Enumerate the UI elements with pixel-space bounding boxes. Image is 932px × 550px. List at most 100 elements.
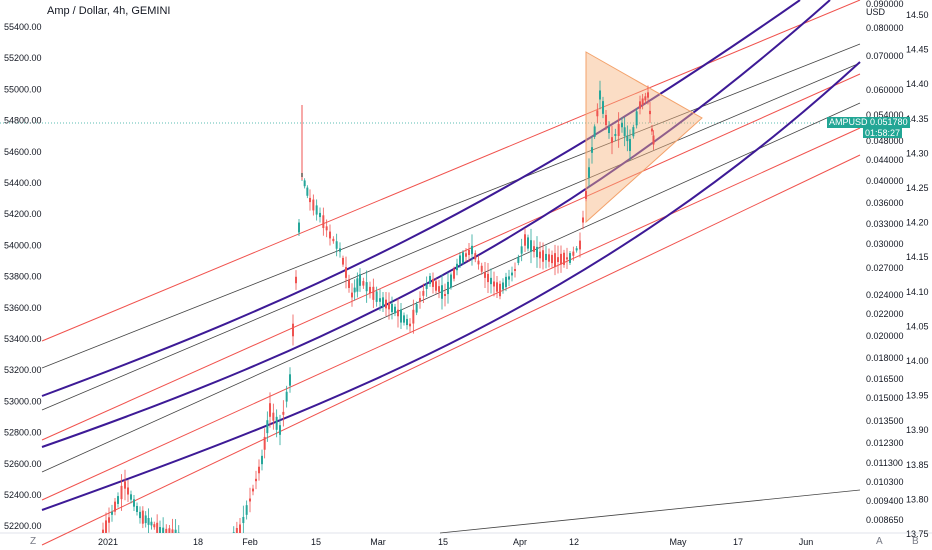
candle-body [453, 269, 455, 279]
candles [102, 80, 655, 533]
candle-body [591, 147, 593, 153]
triangle-shape [585, 51, 703, 224]
candle-body [139, 511, 141, 519]
candle-body [261, 455, 263, 465]
candle-body [444, 293, 446, 297]
right-axis-tick: 14.25 [906, 183, 929, 193]
candle-body [429, 276, 431, 284]
left-axis-tick: 53000.00 [4, 396, 42, 406]
mid-axis-tick: 0.090000 [866, 0, 904, 9]
candle-body [111, 511, 113, 515]
x-axis-tick: Mar [370, 537, 386, 547]
candle-body [156, 522, 159, 533]
candle-body [312, 199, 315, 211]
candle-body [235, 528, 238, 533]
left-axis-tick: 55400.00 [4, 22, 42, 32]
candle-body [617, 124, 620, 136]
candle-body [239, 524, 241, 533]
corner-left-label[interactable]: Z [30, 536, 37, 547]
candle-body [422, 290, 425, 296]
purple-curve [41, 61, 861, 511]
price-tag-symbol: AMPUSD [829, 117, 868, 127]
candle-body [517, 257, 520, 263]
right-axis-tick: 14.40 [906, 79, 929, 89]
candle-body [545, 253, 547, 261]
candle-body [141, 510, 144, 524]
candle-body [582, 217, 584, 223]
left-axis-tick: 54200.00 [4, 209, 42, 219]
right-axis-tick: 13.85 [906, 460, 929, 470]
candle-body [272, 412, 275, 421]
candle-body [641, 98, 644, 105]
candle-body [348, 279, 350, 288]
candle-body [255, 478, 257, 482]
candle-body [171, 529, 174, 533]
candle-body [632, 127, 635, 137]
candle-body [490, 277, 492, 285]
candle-body [484, 272, 486, 278]
candle-body [335, 241, 338, 249]
mid-axis-tick: 0.024000 [866, 290, 904, 300]
candle-body [626, 135, 629, 142]
price-tag-countdown: 01:58:27 [863, 128, 903, 138]
candle-body [263, 436, 266, 450]
candle-body [388, 302, 390, 310]
candle-body [385, 299, 387, 309]
x-axis-tick: 12 [569, 537, 579, 547]
candle-body [406, 318, 408, 326]
mid-axis-tick: 0.054000 [866, 110, 904, 120]
candle-body [153, 524, 156, 528]
mid-axis-tick: 0.044000 [866, 155, 904, 165]
corner-right-a-label[interactable]: A [876, 536, 883, 547]
candle-body [369, 286, 371, 294]
left-axis-tick: 52400.00 [4, 490, 42, 500]
candle-body [269, 403, 271, 417]
left-axis-tick: 55000.00 [4, 84, 42, 94]
left-axis-tick: 53800.00 [4, 272, 42, 282]
candle-body [514, 268, 516, 272]
candle-body [332, 238, 335, 242]
mid-axis-tick: 0.022000 [866, 309, 904, 319]
candle-body [533, 246, 535, 252]
candle-body [639, 101, 641, 109]
price-tag: AMPUSD 0.051780 [827, 117, 910, 128]
mid-axis-tick: USD [866, 7, 886, 17]
candle-body [359, 274, 361, 286]
x-axis-tick: Jun [799, 537, 814, 547]
candle-body [480, 265, 483, 272]
candle-body [117, 496, 119, 504]
candle-body [493, 281, 495, 287]
candle-body [174, 529, 177, 533]
candle-body [394, 306, 396, 314]
left-axis-tick: 54000.00 [4, 240, 42, 250]
left-axis-tick: 55200.00 [4, 53, 42, 63]
candle-body [569, 253, 571, 263]
candle-body [275, 416, 278, 430]
candle-body [554, 253, 556, 267]
left-axis-tick: 53600.00 [4, 303, 42, 313]
left-axis-tick: 52800.00 [4, 428, 42, 438]
candle-body [258, 466, 260, 474]
red-channel-line [41, 154, 861, 546]
x-axis-tick: 18 [193, 537, 203, 547]
candle-body [432, 279, 434, 287]
mid-axis-tick: 0.048000 [866, 136, 904, 146]
mid-axis-tick: 0.033000 [866, 219, 904, 229]
candle-body [356, 278, 359, 292]
purple-curve [41, 0, 801, 397]
candle-body [382, 297, 384, 307]
candle-body [623, 127, 626, 137]
corner-right-b-label[interactable]: B [912, 536, 919, 547]
candle-body [144, 515, 147, 524]
mid-axis-tick: 0.027000 [866, 263, 904, 273]
candle-body [468, 249, 470, 256]
candle-body [450, 274, 452, 288]
candle-body [329, 231, 331, 239]
candle-body [596, 110, 599, 117]
right-axis-tick: 14.50 [906, 10, 929, 20]
axis-panel [820, 0, 932, 550]
candle-body [539, 251, 541, 259]
candle-body [441, 285, 443, 299]
